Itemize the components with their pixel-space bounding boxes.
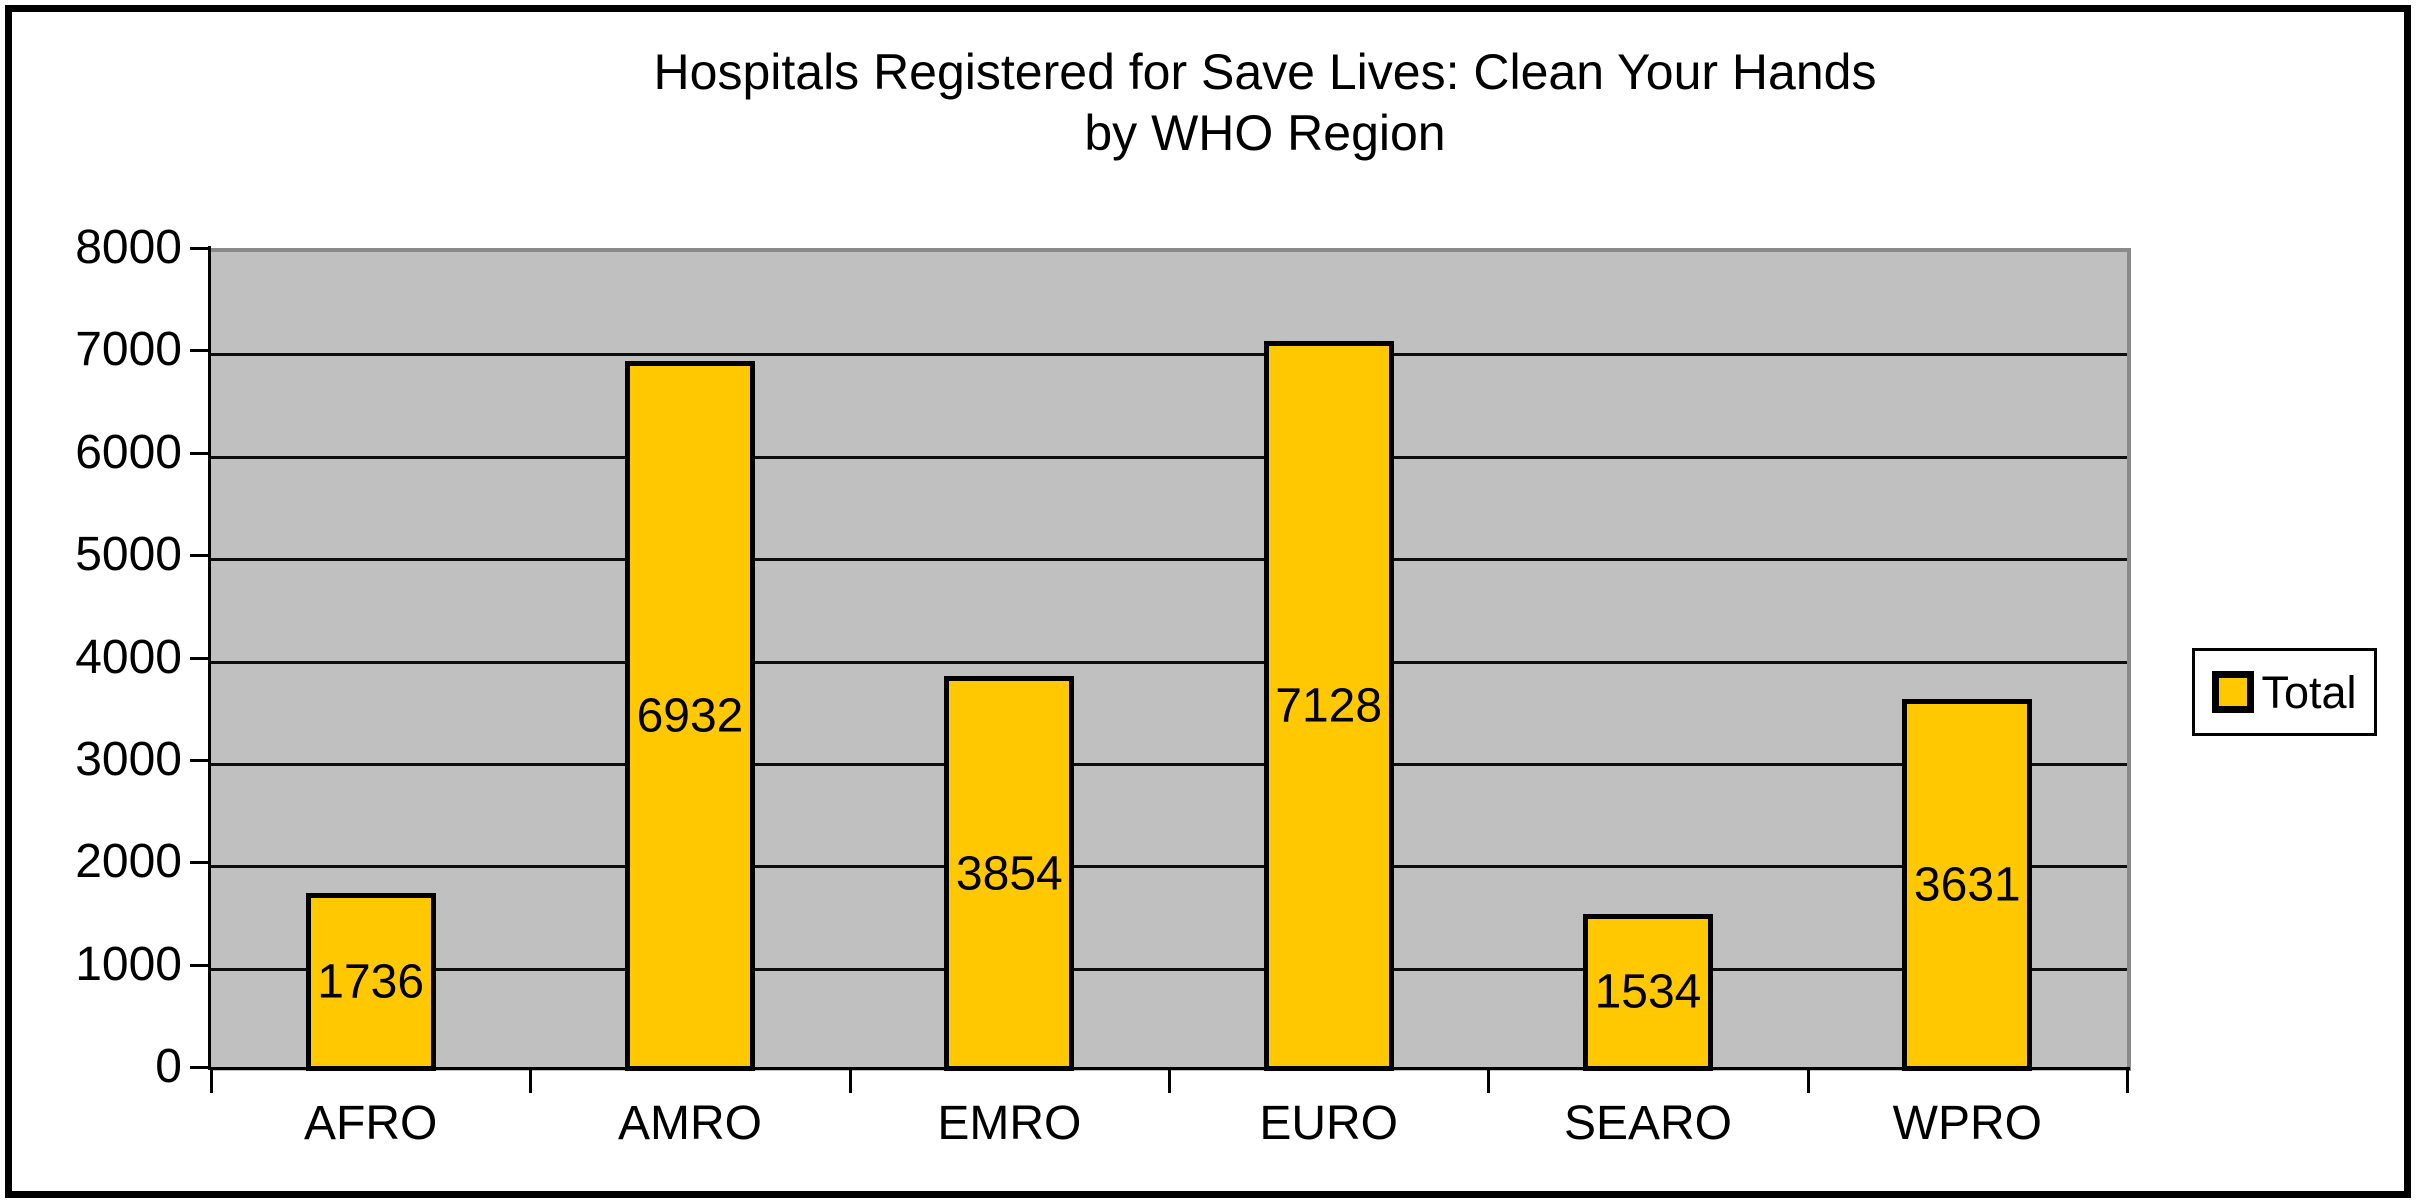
x-axis-label-amro: AMRO bbox=[617, 1097, 762, 1150]
y-axis-line bbox=[208, 246, 211, 1070]
bar-euro: 7128 bbox=[1263, 341, 1394, 1071]
x-tick-1 bbox=[529, 1069, 533, 1093]
chart-title: Hospitals Registered for Save Lives: Cle… bbox=[130, 42, 2400, 164]
bar-value-label-afro: 1736 bbox=[317, 955, 425, 1009]
chart-title-line2: by WHO Region bbox=[1084, 105, 1446, 161]
bar-value-label-amro: 6932 bbox=[636, 689, 744, 743]
legend-label-total: Total bbox=[2261, 666, 2357, 718]
y-tick-label-8000: 8000 bbox=[75, 221, 182, 274]
y-tick-8000 bbox=[190, 247, 209, 250]
y-tick-6000 bbox=[190, 451, 209, 455]
x-axis-label-wpro: WPRO bbox=[1892, 1097, 2042, 1150]
bar-value-label-emro: 3854 bbox=[955, 847, 1063, 901]
bar-value-label-wpro: 3631 bbox=[1913, 858, 2021, 912]
bar-amro: 6932 bbox=[624, 361, 755, 1071]
y-tick-label-6000: 6000 bbox=[75, 425, 182, 479]
y-tick-1000 bbox=[190, 963, 209, 967]
category-slot-emro: 3854 bbox=[850, 252, 1169, 1071]
plot-area: 1736 6932 3854 7128 1534 3631 bbox=[211, 248, 2131, 1071]
x-tick-5 bbox=[1806, 1069, 1810, 1093]
y-tick-7000 bbox=[190, 349, 209, 353]
x-axis-line bbox=[208, 1067, 2130, 1070]
x-axis-label-euro: EURO bbox=[1259, 1097, 1398, 1150]
bar-emro: 3854 bbox=[944, 676, 1075, 1071]
gridline-3000 bbox=[211, 762, 2127, 766]
y-tick-0 bbox=[190, 1066, 209, 1069]
y-tick-4000 bbox=[190, 656, 209, 660]
gridline-5000 bbox=[211, 558, 2127, 562]
x-tick-6 bbox=[2126, 1069, 2129, 1093]
y-tick-label-4000: 4000 bbox=[75, 630, 182, 684]
gridline-4000 bbox=[211, 660, 2127, 664]
bar-value-label-euro: 7128 bbox=[1275, 679, 1383, 733]
y-tick-2000 bbox=[190, 861, 209, 865]
x-axis-label-afro: AFRO bbox=[303, 1097, 438, 1150]
bar-searo: 1534 bbox=[1582, 913, 1713, 1071]
y-tick-label-7000: 7000 bbox=[75, 323, 182, 377]
y-tick-label-3000: 3000 bbox=[75, 732, 182, 786]
category-slot-searo: 1534 bbox=[1488, 252, 1807, 1071]
x-tick-4 bbox=[1487, 1069, 1491, 1093]
legend: Total bbox=[2192, 648, 2377, 736]
chart-title-line1: Hospitals Registered for Save Lives: Cle… bbox=[653, 44, 1877, 100]
y-tick-5000 bbox=[190, 554, 209, 558]
x-tick-3 bbox=[1168, 1069, 1171, 1093]
gridline-7000 bbox=[211, 353, 2127, 357]
y-tick-label-1000: 1000 bbox=[75, 937, 182, 991]
y-tick-label-5000: 5000 bbox=[75, 528, 182, 582]
y-tick-label-0: 0 bbox=[155, 1040, 182, 1093]
category-slot-afro: 1736 bbox=[211, 252, 530, 1071]
x-axis-label-searo: SEARO bbox=[1563, 1097, 1733, 1150]
bar-wpro: 3631 bbox=[1902, 699, 2033, 1071]
y-tick-label-2000: 2000 bbox=[75, 835, 182, 889]
legend-swatch-total-icon bbox=[2212, 671, 2255, 713]
x-axis-label-emro: EMRO bbox=[937, 1097, 1082, 1150]
x-tick-0 bbox=[210, 1069, 213, 1093]
gridline-1000 bbox=[211, 967, 2127, 971]
category-slot-amro: 6932 bbox=[530, 252, 849, 1071]
x-tick-2 bbox=[848, 1069, 852, 1093]
category-slot-euro: 7128 bbox=[1169, 252, 1488, 1071]
gridline-6000 bbox=[211, 455, 2127, 459]
bar-value-label-searo: 1534 bbox=[1594, 965, 1702, 1019]
category-slot-wpro: 3631 bbox=[1808, 252, 2127, 1071]
gridline-2000 bbox=[211, 865, 2127, 869]
y-tick-3000 bbox=[190, 758, 209, 762]
bar-afro: 1736 bbox=[305, 893, 436, 1071]
